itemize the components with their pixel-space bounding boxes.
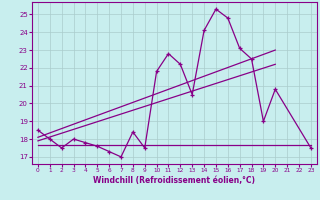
X-axis label: Windchill (Refroidissement éolien,°C): Windchill (Refroidissement éolien,°C) bbox=[93, 176, 255, 185]
